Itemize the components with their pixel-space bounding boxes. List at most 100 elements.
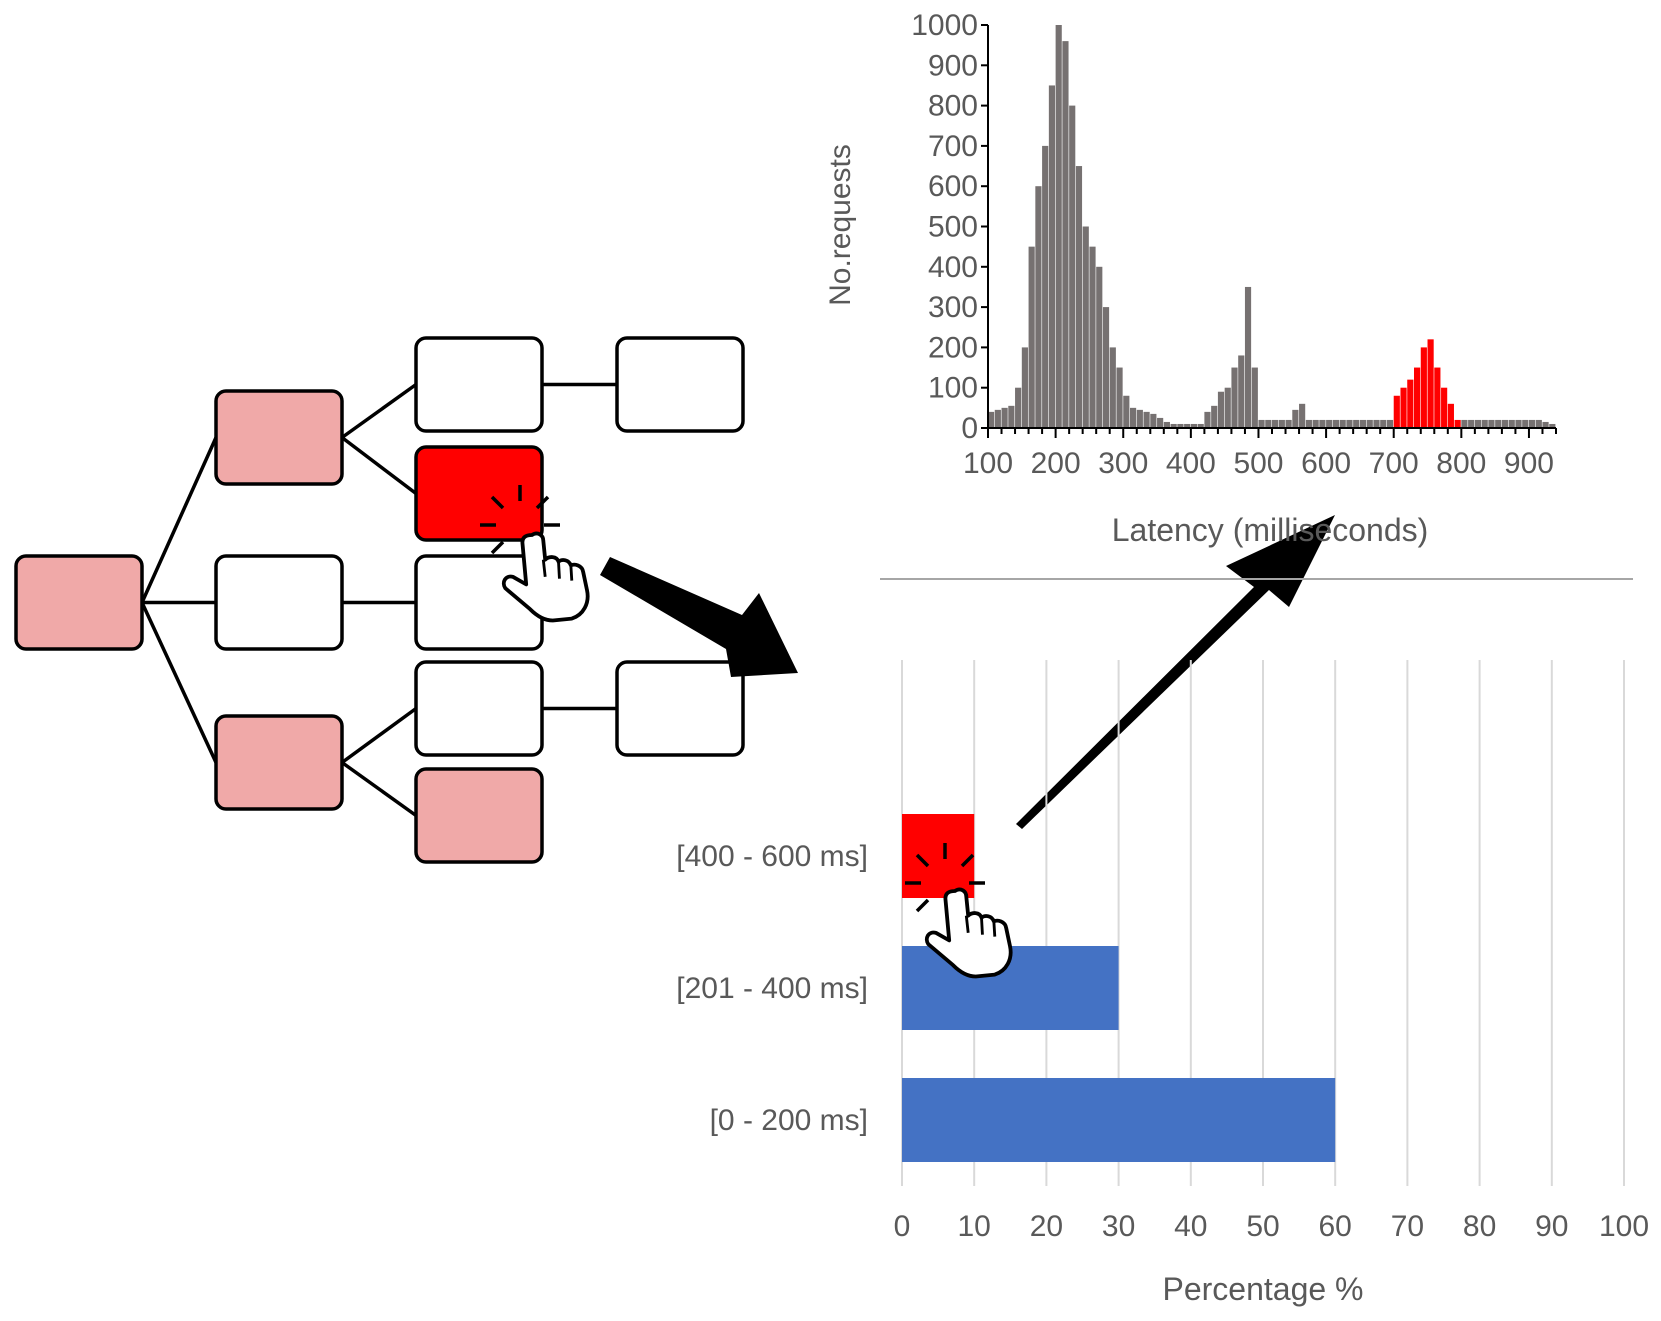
- histogram-bar-300: [1123, 395, 1130, 428]
- histogram-y-tick-1000: 1000: [911, 9, 978, 42]
- tree-edge-l1-bot-l2-e: [340, 761, 418, 817]
- histogram-bar-430: [1211, 405, 1218, 428]
- histogram-bar-840: [1488, 419, 1495, 428]
- histogram-y-label: No.requests: [824, 144, 857, 306]
- bar-chart-x-tick-40: 40: [1174, 1210, 1207, 1243]
- histogram-x-ticks: 100 200 300 400 500 600 700 800 900: [963, 428, 1557, 480]
- bar-chart-bar-2[interactable]: [902, 1078, 1336, 1162]
- histogram-bar-560: [1299, 403, 1306, 428]
- histogram-bar-900: [1528, 419, 1536, 428]
- histogram-bar-370: [1170, 423, 1177, 428]
- histogram-bar-710: [1400, 387, 1407, 428]
- histogram-bar-490: [1251, 367, 1258, 428]
- histogram-x-tick-100: 100: [963, 447, 1013, 480]
- tree-node-l3-a[interactable]: [615, 336, 745, 433]
- histogram-y-tick-300: 300: [928, 291, 978, 324]
- histogram-x-tick-800: 800: [1436, 447, 1486, 480]
- bar-chart-category-0: [400 - 600 ms]: [676, 840, 868, 873]
- histogram-bar-380: [1177, 423, 1184, 428]
- tree-node-root[interactable]: [14, 554, 144, 651]
- bar-chart-bar-0[interactable]: [902, 814, 975, 898]
- histogram-x-tick-200: 200: [1031, 447, 1081, 480]
- tree-node-l2-e[interactable]: [414, 767, 544, 864]
- histogram-bar-780: [1447, 403, 1454, 428]
- histogram-bar-150: [1021, 347, 1028, 428]
- histogram-bar-270: [1102, 307, 1110, 428]
- histogram-bar-200: [1055, 25, 1062, 428]
- histogram-bar-350: [1157, 417, 1164, 428]
- tree-node-l2-b[interactable]: [414, 445, 544, 542]
- histogram-bar-640: [1353, 419, 1360, 428]
- histogram-bar-310: [1130, 407, 1137, 428]
- histogram-bar-190: [1048, 85, 1056, 428]
- histogram-y-tick-400: 400: [928, 251, 978, 284]
- histogram-bar-670: [1373, 419, 1380, 428]
- bar-chart-x-ticks: 0 10 20 30 40 50 60 70 80 90 100: [894, 1210, 1649, 1243]
- tree-nodes: [14, 336, 745, 864]
- histogram-bar-850: [1495, 419, 1502, 428]
- histogram-bar-770: [1441, 387, 1448, 428]
- histogram-bar-740: [1420, 347, 1427, 428]
- histogram-bar-140: [1015, 387, 1022, 428]
- histogram-bar-510: [1265, 419, 1272, 428]
- histogram-bar-210: [1062, 41, 1069, 429]
- histogram-y-tick-200: 200: [928, 331, 978, 364]
- histogram-bar-180: [1042, 145, 1049, 428]
- tree-node-l2-d[interactable]: [414, 660, 544, 757]
- histogram-bar-290: [1116, 367, 1123, 428]
- histogram-bars: [988, 25, 1556, 429]
- histogram-bar-930: [1549, 423, 1556, 428]
- bar-chart-category-2: [0 - 200 ms]: [710, 1104, 868, 1137]
- histogram-bar-820: [1474, 419, 1482, 428]
- bar-chart-category-labels: [400 - 600 ms] [201 - 400 ms] [0 - 200 ms]: [676, 840, 868, 1137]
- histogram-bar-220: [1069, 105, 1076, 428]
- histogram-bar-730: [1414, 367, 1421, 428]
- histogram-bar-230: [1075, 166, 1083, 429]
- histogram-bar-420: [1204, 411, 1211, 428]
- histogram-y-tick-100: 100: [928, 372, 978, 405]
- histogram-bar-540: [1285, 419, 1292, 428]
- histogram-y-tick-500: 500: [928, 211, 978, 244]
- histogram-bar-860: [1501, 419, 1509, 428]
- tree-node-l1-top[interactable]: [214, 389, 344, 486]
- histogram-bar-830: [1481, 419, 1488, 428]
- latency-bucket-bar-chart: [400 - 600 ms] [201 - 400 ms] [0 - 200 ms]…: [676, 660, 1649, 1307]
- histogram-bar-170: [1035, 186, 1042, 428]
- histogram-bar-410: [1197, 423, 1204, 428]
- tree-node-l1-mid[interactable]: [214, 554, 344, 651]
- histogram-bar-130: [1008, 405, 1015, 428]
- histogram-bar-910: [1535, 419, 1542, 428]
- tree-node-l1-bot[interactable]: [214, 714, 344, 811]
- histogram-x-tick-300: 300: [1098, 447, 1148, 480]
- tree-edge-root-l1-bot: [140, 601, 218, 764]
- tree-edges: [140, 382, 617, 817]
- histogram-bar-260: [1096, 266, 1103, 428]
- bar-chart-x-tick-0: 0: [894, 1210, 911, 1243]
- histogram-bar-330: [1143, 411, 1150, 428]
- histogram-bar-870: [1508, 419, 1515, 428]
- bar-chart-x-tick-70: 70: [1391, 1210, 1424, 1243]
- histogram-bar-600: [1326, 419, 1333, 428]
- histogram-bar-110: [994, 409, 1001, 428]
- tree-node-l2-a[interactable]: [414, 336, 544, 433]
- arrow-tree-to-barchart: [600, 557, 798, 677]
- histogram-bar-360: [1163, 421, 1170, 428]
- histogram-bar-470: [1238, 355, 1245, 428]
- histogram-bar-250: [1089, 246, 1096, 428]
- histogram-bar-610: [1332, 419, 1340, 428]
- histogram-bar-480: [1244, 286, 1252, 428]
- histogram-y-tick-600: 600: [928, 170, 978, 203]
- tree-node-l3-b[interactable]: [615, 660, 745, 757]
- histogram-bar-390: [1184, 423, 1191, 428]
- histogram-bar-660: [1366, 419, 1373, 428]
- tree-edge-root-l1-top: [140, 436, 218, 604]
- histogram-bar-120: [1001, 407, 1008, 428]
- histogram-bar-750: [1427, 339, 1434, 428]
- histogram-bar-160: [1028, 246, 1035, 428]
- histogram-bar-880: [1515, 419, 1522, 428]
- bar-chart-category-1: [201 - 400 ms]: [676, 972, 868, 1005]
- histogram-y-tick-0: 0: [961, 412, 978, 445]
- histogram-y-tick-900: 900: [928, 49, 978, 82]
- histogram-x-tick-700: 700: [1369, 447, 1419, 480]
